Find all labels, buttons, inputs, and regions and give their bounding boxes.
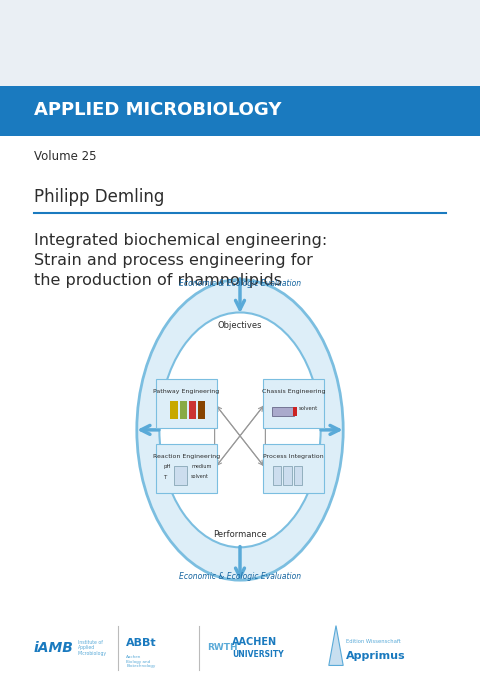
FancyBboxPatch shape	[156, 444, 217, 493]
Text: iAMB: iAMB	[34, 641, 73, 655]
Bar	[180, 401, 187, 419]
Text: Economic & Ecologic Evaluation: Economic & Ecologic Evaluation	[179, 572, 301, 581]
Bar	[170, 401, 178, 419]
Text: pH: pH	[163, 464, 171, 470]
Bar	[283, 466, 292, 485]
Bar	[294, 466, 302, 485]
Text: T: T	[163, 475, 167, 480]
Text: the production of rhamnolipids: the production of rhamnolipids	[34, 273, 282, 289]
Bar	[293, 407, 297, 416]
Circle shape	[137, 280, 343, 580]
Polygon shape	[329, 626, 343, 665]
Bar	[174, 466, 187, 485]
Text: Integrated biochemical engineering:: Integrated biochemical engineering:	[34, 233, 327, 248]
Text: solvent: solvent	[299, 406, 318, 412]
Text: Pathway Engineering: Pathway Engineering	[153, 389, 219, 394]
Bar	[0, 136, 480, 140]
Bar	[189, 401, 196, 419]
Text: UNIVERSITY: UNIVERSITY	[232, 651, 284, 659]
Text: solvent: solvent	[191, 474, 209, 480]
Bar	[272, 407, 294, 416]
Bar	[198, 401, 205, 419]
FancyBboxPatch shape	[263, 379, 324, 428]
Text: Reaction Engineering: Reaction Engineering	[153, 454, 220, 459]
Text: RWTH: RWTH	[207, 644, 238, 652]
Text: medium: medium	[191, 463, 211, 469]
Text: Strain and process engineering for: Strain and process engineering for	[34, 253, 312, 268]
Bar	[273, 466, 281, 485]
FancyBboxPatch shape	[156, 379, 217, 428]
Text: ABBt: ABBt	[126, 638, 157, 648]
Text: Economic & Ecologic Evaluation: Economic & Ecologic Evaluation	[179, 279, 301, 288]
Text: Objectives: Objectives	[218, 321, 262, 330]
Text: Edition Wissenschaft: Edition Wissenschaft	[346, 639, 400, 644]
Text: Process Integration: Process Integration	[264, 454, 324, 459]
Circle shape	[159, 312, 321, 547]
Text: Apprimus: Apprimus	[346, 651, 405, 661]
Bar	[0, 0, 480, 91]
Text: Chassis Engineering: Chassis Engineering	[262, 389, 325, 394]
Bar	[0, 86, 480, 136]
Text: Performance: Performance	[213, 530, 267, 539]
Text: AACHEN: AACHEN	[232, 637, 277, 647]
Text: APPLIED MICROBIOLOGY: APPLIED MICROBIOLOGY	[34, 101, 281, 119]
Text: Volume 25: Volume 25	[34, 150, 96, 163]
Bar	[0, 140, 480, 699]
FancyBboxPatch shape	[263, 444, 324, 493]
Text: Philipp Demling: Philipp Demling	[34, 188, 164, 206]
Text: Institute of
Applied
Microbiology: Institute of Applied Microbiology	[78, 640, 107, 656]
Text: Aachen
Biology and
Biotechnology: Aachen Biology and Biotechnology	[126, 655, 156, 668]
